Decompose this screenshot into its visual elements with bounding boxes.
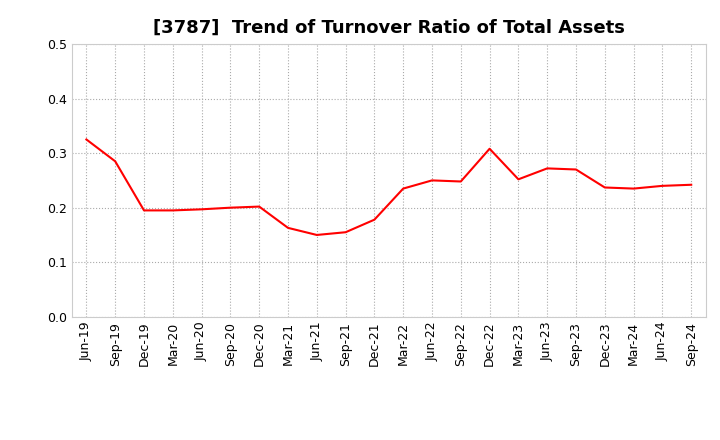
Title: [3787]  Trend of Turnover Ratio of Total Assets: [3787] Trend of Turnover Ratio of Total … (153, 19, 625, 37)
